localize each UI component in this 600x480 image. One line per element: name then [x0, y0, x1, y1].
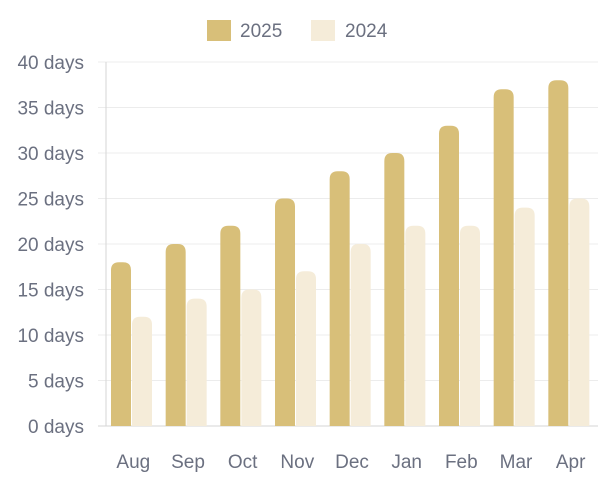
bar-2024-Mar: [514, 207, 535, 426]
bar-2024-Jan: [405, 225, 426, 426]
bar-2024-Aug: [132, 316, 152, 426]
y-tick-label: 10 days: [17, 326, 84, 347]
legend-swatch-2025: [207, 20, 231, 41]
x-tick-label: Mar: [500, 452, 533, 473]
bar-2024-Feb: [460, 225, 480, 426]
bar-2024-Nov: [296, 271, 316, 426]
bar-2025-Mar: [493, 89, 514, 427]
bars: [111, 80, 590, 427]
y-tick-label: 35 days: [17, 99, 84, 120]
x-tick-label: Jan: [391, 452, 422, 473]
legend-label-2025: 2025: [240, 21, 282, 42]
bar-2025-Dec: [329, 171, 350, 426]
x-tick-label: Aug: [116, 452, 150, 473]
y-tick-label: 0 days: [28, 417, 84, 438]
x-tick-label: Sep: [171, 452, 205, 473]
x-tick-label: Oct: [228, 452, 258, 473]
x-tick-label: Dec: [335, 452, 369, 473]
bar-2024-Apr: [569, 198, 590, 426]
y-tick-label: 5 days: [28, 372, 84, 393]
y-tick-label: 15 days: [17, 281, 84, 302]
bar-2024-Dec: [350, 244, 371, 426]
y-tick-label: 25 days: [17, 190, 84, 211]
bar-2025-Sep: [165, 244, 186, 426]
bar-2025-Aug: [111, 262, 131, 426]
legend-label-2024: 2024: [345, 21, 388, 42]
bar-2025-Apr: [548, 80, 569, 426]
y-tick-label: 40 days: [17, 53, 84, 74]
bar-2024-Sep: [186, 298, 207, 426]
legend: 2025 2024: [207, 20, 388, 42]
bar-2025-Jan: [384, 153, 405, 426]
bar-2025-Nov: [275, 198, 295, 426]
bar-2025-Oct: [220, 225, 241, 426]
legend-swatch-2024: [311, 20, 335, 41]
bar-2024-Oct: [241, 289, 262, 426]
x-tick-label: Nov: [280, 452, 314, 473]
x-axis: Aug Sep Oct Nov Dec Jan Feb Mar Apr: [116, 452, 586, 473]
x-tick-label: Apr: [556, 452, 586, 473]
x-tick-label: Feb: [445, 452, 478, 473]
y-tick-label: 30 days: [17, 144, 84, 165]
y-axis: 0 days 5 days 10 days 15 days 20 days 25 days…: [17, 53, 107, 438]
bar-2025-Feb: [439, 125, 459, 426]
y-tick-label: 20 days: [17, 235, 84, 256]
